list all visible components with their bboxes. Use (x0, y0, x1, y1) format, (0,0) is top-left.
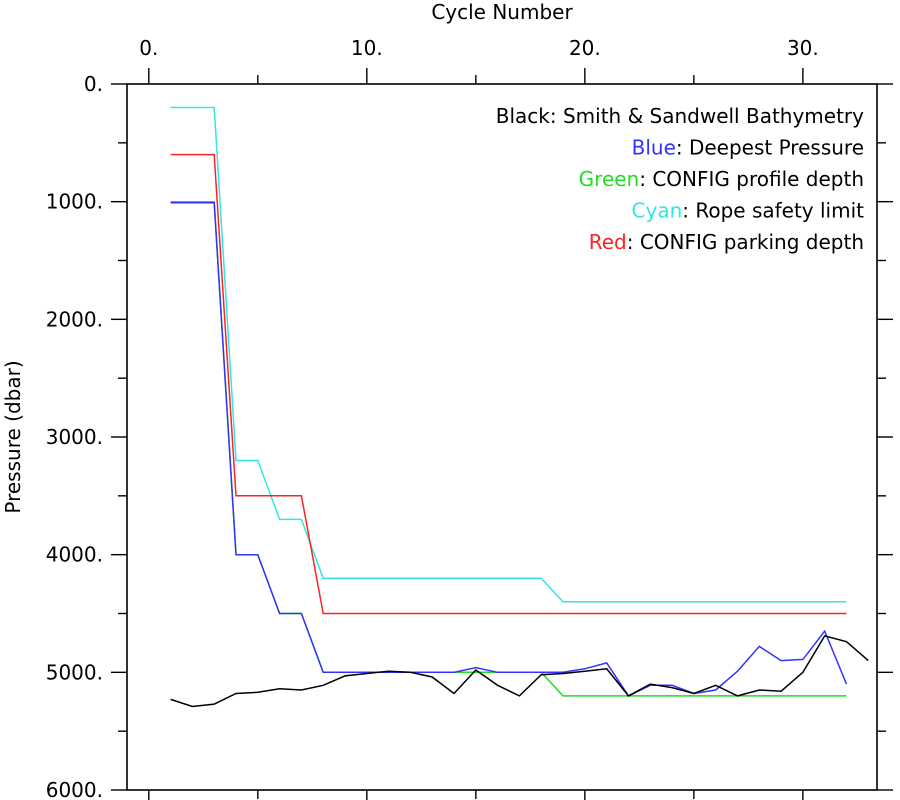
x-tick-label: 0. (139, 36, 158, 60)
series-line-blue (170, 202, 848, 697)
legend-entry: Black: Smith & Sandwell Bathymetry (496, 104, 864, 128)
y-tick-label: 6000. (46, 778, 103, 800)
tick-labels: 0. 10. 20. 30. 0. 1000. 2000. 3000. 4000. 5000. 60… (46, 36, 819, 800)
legend-description: : Rope safety limit (682, 199, 864, 223)
legend-color-word: Blue (632, 136, 676, 160)
y-tick-label: 1000. (46, 190, 103, 214)
legend-entry: Red: CONFIG parking depth (589, 230, 864, 254)
legend-color-word: Black (496, 104, 551, 128)
series-layer (170, 106, 869, 708)
series-line-cyan (170, 106, 847, 603)
legend-description: : CONFIG parking depth (627, 230, 864, 254)
legend-entry: Cyan: Rope safety limit (632, 199, 865, 223)
y-tick-label: 4000. (46, 543, 103, 567)
legend-description: : CONFIG profile depth (639, 167, 864, 191)
series-line-red (170, 153, 847, 615)
ticks-layer (111, 68, 893, 800)
y-tick-label: 5000. (46, 660, 103, 684)
y-tick-label: 0. (84, 72, 103, 96)
legend-color-word: Red (589, 230, 627, 254)
series-line-green (170, 200, 847, 697)
legend-entry: Blue: Deepest Pressure (632, 136, 864, 160)
x-tick-label: 20. (569, 36, 601, 60)
legend-entry: Green: CONFIG profile depth (579, 167, 864, 191)
legend-description: : Smith & Sandwell Bathymetry (550, 104, 864, 128)
x-tick-label: 30. (787, 36, 819, 60)
legend-description: : Deepest Pressure (676, 136, 864, 160)
y-tick-label: 3000. (46, 425, 103, 449)
legend-color-word: Green (579, 167, 640, 191)
x-axis-title: Cycle Number (431, 0, 573, 24)
y-axis-title: Pressure (dbar) (1, 360, 25, 513)
y-tick-label: 2000. (46, 307, 103, 331)
series-line-black (170, 635, 869, 708)
legend-color-word: Cyan (632, 199, 683, 223)
legend: Black: Smith & Sandwell BathymetryBlue: … (496, 104, 864, 254)
x-tick-label: 10. (351, 36, 383, 60)
